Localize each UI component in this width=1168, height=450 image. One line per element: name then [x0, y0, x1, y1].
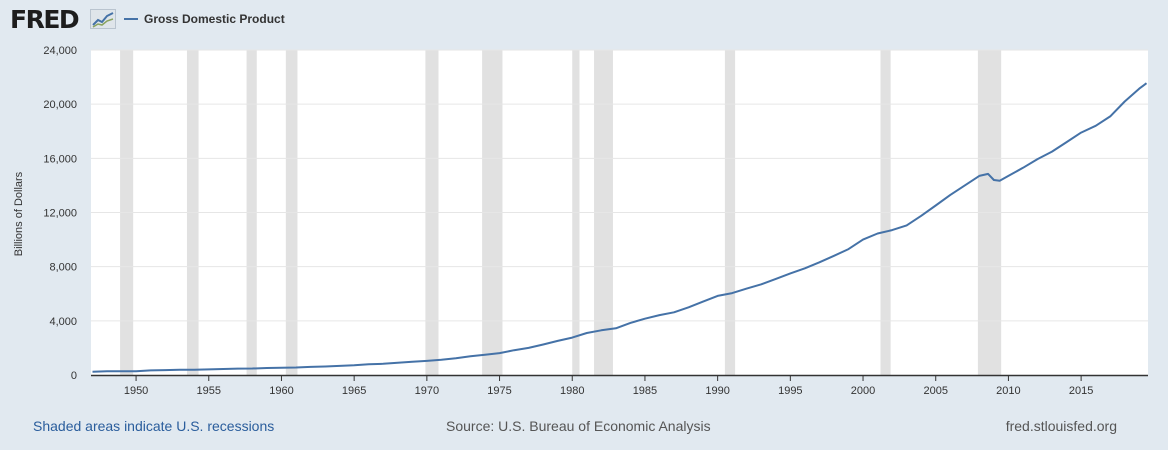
x-tick-label: 2000 [851, 385, 875, 397]
x-tick-label: 2010 [996, 385, 1020, 397]
y-tick-label: 16,000 [43, 153, 77, 165]
y-tick-label: 20,000 [43, 99, 77, 111]
y-tick-label: 8,000 [49, 262, 77, 274]
fred-site-link[interactable]: fred.stlouisfed.org [1005, 418, 1117, 434]
x-axis: 1950 1955 1960 1965 1970 1975 1980 1985 1990 1995… [91, 374, 1148, 397]
legend: Gross Domestic Product [124, 12, 285, 26]
source-note: Source: U.S. Bureau of Economic Analysis [446, 418, 711, 434]
x-tick-label: 1995 [778, 385, 802, 397]
y-tick-label: 12,000 [43, 208, 77, 220]
x-tick-label: 1975 [487, 385, 511, 397]
gridlines [91, 49, 1148, 322]
x-tick-label: 2015 [1069, 385, 1093, 397]
x-tick-label: 1985 [633, 385, 657, 397]
x-tick-label: 1965 [342, 385, 366, 397]
gdp-chart: 1950 1955 1960 1965 1970 1975 1980 1985 1990 1995… [13, 45, 1148, 397]
y-tick-label: 0 [71, 370, 77, 382]
y-axis: 0 4,000 8,000 12,000 16,000 20,000 24,000 [43, 45, 77, 382]
x-tick-label: 2005 [923, 385, 947, 397]
legend-swatch [124, 18, 138, 20]
chart-line-icon [90, 9, 116, 29]
x-tick-label: 1980 [560, 385, 584, 397]
series-layer [92, 82, 1148, 373]
x-tick-label: 1970 [415, 385, 439, 397]
x-tick-label: 1950 [124, 385, 148, 397]
y-tick-label: 4,000 [49, 316, 77, 328]
fred-logo[interactable]: FRED [10, 5, 80, 34]
legend-label: Gross Domestic Product [144, 12, 285, 26]
x-tick-label: 1960 [269, 385, 293, 397]
x-tick-label: 1955 [197, 385, 221, 397]
chart-header: FRED Gross Domestic Product [0, 0, 1168, 40]
x-tick-label: 1990 [705, 385, 729, 397]
recession-note-link[interactable]: Shaded areas indicate U.S. recessions [33, 418, 275, 434]
gdp-series-line [92, 82, 1148, 373]
y-axis-title: Billions of Dollars [13, 171, 25, 256]
y-tick-label: 24,000 [43, 45, 77, 57]
